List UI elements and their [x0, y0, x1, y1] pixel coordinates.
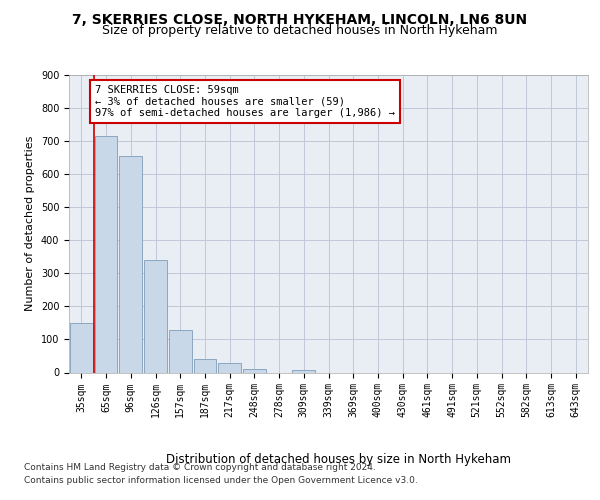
Text: Contains public sector information licensed under the Open Government Licence v3: Contains public sector information licen… [24, 476, 418, 485]
Text: Contains HM Land Registry data © Crown copyright and database right 2024.: Contains HM Land Registry data © Crown c… [24, 464, 376, 472]
Bar [243, 368, 266, 372]
Text: 7, SKERRIES CLOSE, NORTH HYKEHAM, LINCOLN, LN6 8UN: 7, SKERRIES CLOSE, NORTH HYKEHAM, LINCOL… [73, 12, 527, 26]
Text: Size of property relative to detached houses in North Hykeham: Size of property relative to detached ho… [102, 24, 498, 37]
Bar [194, 360, 216, 372]
Bar [144, 260, 167, 372]
Bar [218, 362, 241, 372]
Bar [292, 370, 315, 372]
Bar [119, 156, 142, 372]
Bar [95, 136, 118, 372]
Text: 7 SKERRIES CLOSE: 59sqm
← 3% of detached houses are smaller (59)
97% of semi-det: 7 SKERRIES CLOSE: 59sqm ← 3% of detached… [95, 85, 395, 118]
Bar [70, 323, 93, 372]
Text: Distribution of detached houses by size in North Hykeham: Distribution of detached houses by size … [166, 452, 511, 466]
Y-axis label: Number of detached properties: Number of detached properties [25, 136, 35, 312]
Bar [169, 330, 191, 372]
